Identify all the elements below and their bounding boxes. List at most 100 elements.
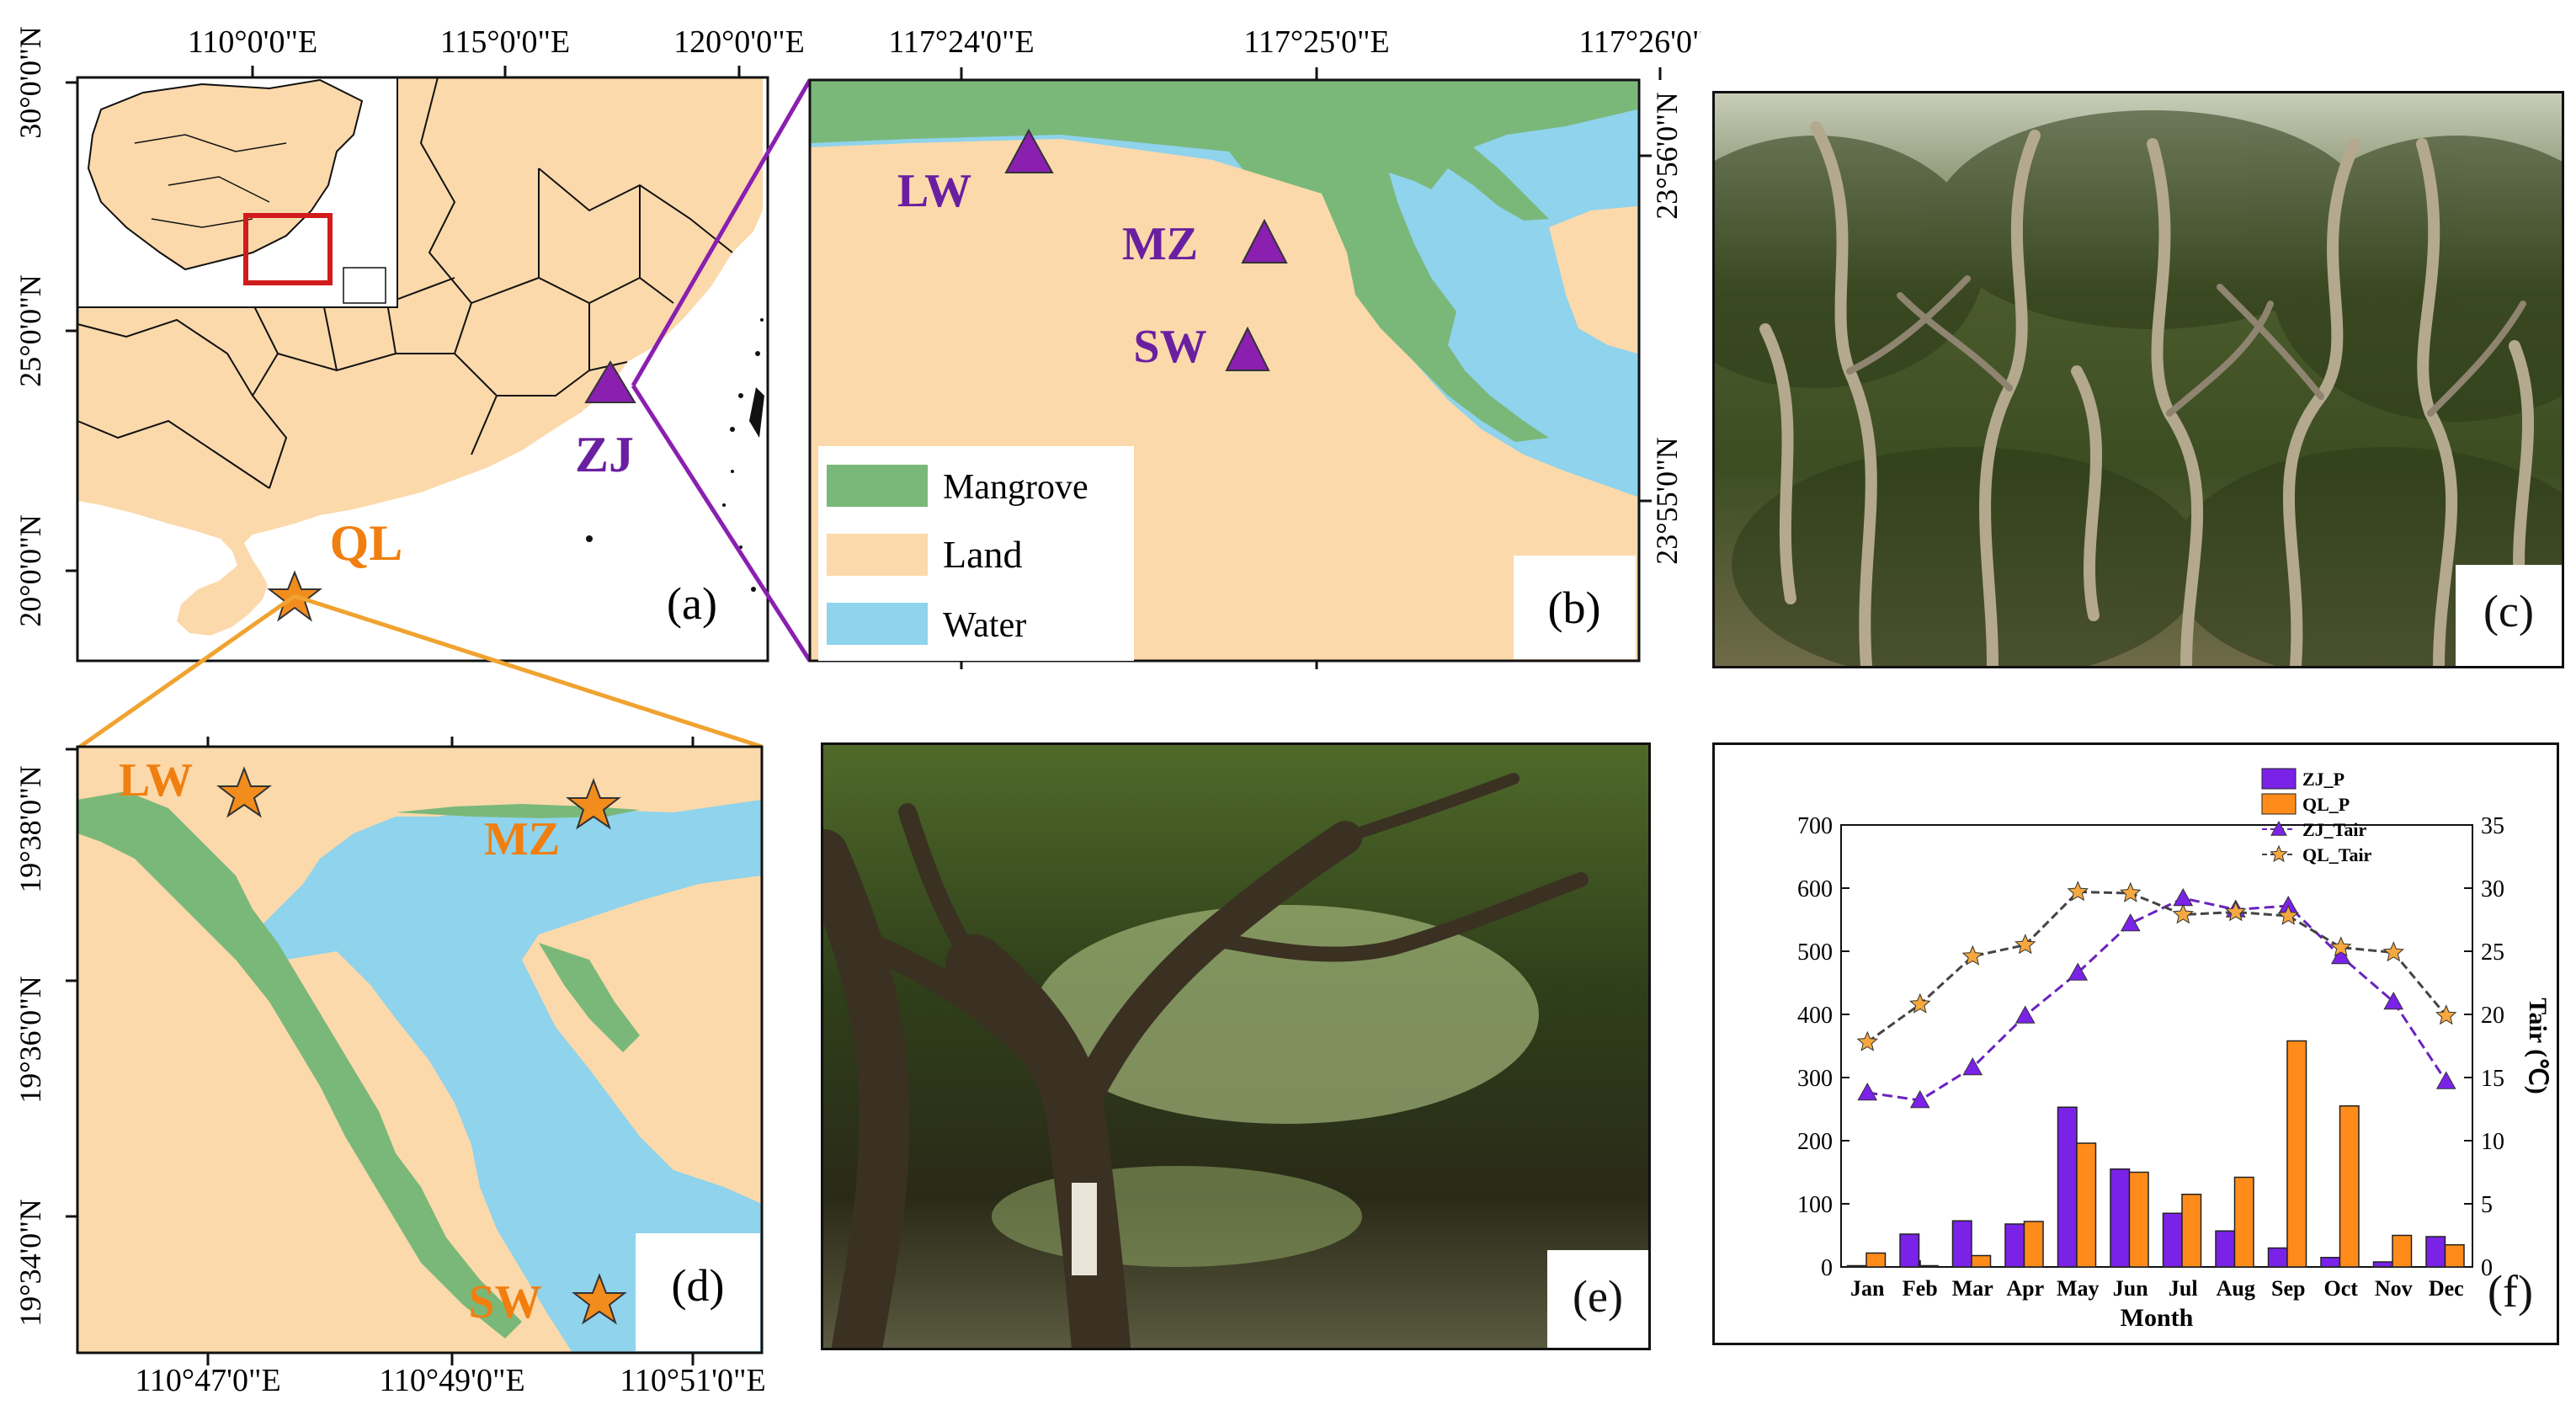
panel-a-map: 110°0'0"E 115°0'0"E 120°0'0"E 30°0'0"N 2… (0, 0, 808, 673)
panel-d-tick-left-1: 19°38'0"N (13, 765, 47, 893)
panel-b-ticks (960, 67, 1662, 669)
panel-b-tick-right-2: 23°55'0"N (1650, 437, 1684, 565)
panel-f-letter: (f) (2488, 1266, 2533, 1317)
point-ql-tair (2225, 901, 2247, 922)
bar-zj-p (1899, 1233, 1920, 1268)
point-ql-tair (2435, 1004, 2457, 1025)
y-left-tick-label: 500 (1797, 939, 1833, 966)
legend-label: ZJ_P (2302, 769, 2344, 790)
site-ql-label: QL (330, 515, 403, 571)
bar-ql-p (1865, 1252, 1887, 1268)
x-tick-label: Sep (2271, 1276, 2305, 1301)
bar-zj-p (2372, 1261, 2393, 1268)
point-zj-tair (2014, 1005, 2036, 1024)
panel-b-letter: (b) (1548, 583, 1601, 633)
panel-d-ticks (66, 737, 695, 1365)
bar-ql-p (2076, 1142, 2097, 1268)
x-tick-label: Feb (1903, 1276, 1938, 1301)
point-zj-tair (1962, 1056, 1983, 1076)
point-ql-tair (2277, 904, 2299, 925)
bar-ql-p (2181, 1194, 2202, 1268)
panel-d-mangrove-west (77, 791, 522, 1338)
bar-zj-p (2215, 1230, 2236, 1268)
site-zj-triangle-marker (584, 360, 636, 403)
x-tick-label: Aug (2217, 1276, 2255, 1301)
bar-zj-p (2057, 1106, 2078, 1268)
y-left-tick-label: 600 (1797, 876, 1833, 902)
site-lw-label: LW (897, 165, 971, 217)
panel-b-svg: 117°24'0"E 117°25'0"E 117°26'0"E 23°56'0… (808, 24, 1725, 669)
y-right-tick-label: 0 (2481, 1255, 2493, 1281)
y-left-tick-label: 0 (1821, 1255, 1833, 1281)
panel-a-tick-top-1: 110°0'0"E (188, 24, 317, 60)
bar-zj-p (1951, 1220, 1972, 1268)
y-right-tick-label: 30 (2481, 876, 2504, 902)
legend-label-mangrove: Mangrove (943, 468, 1088, 507)
x-tick-label: Oct (2324, 1276, 2359, 1301)
bar-zj-p (2267, 1247, 2288, 1268)
y-right-axis-label: Tair (℃) (2524, 998, 2552, 1094)
site-lw-label-d: LW (119, 754, 193, 806)
point-zj-tair (2383, 991, 2404, 1010)
panel-b-tick-right-1: 23°56'0"N (1650, 92, 1684, 220)
panel-c-photo: (c) (1712, 91, 2564, 668)
x-tick-label: Mar (1952, 1276, 1993, 1301)
point-zj-tair (2173, 887, 2194, 907)
legend-swatch-land (827, 534, 928, 576)
site-zj-label: ZJ (575, 427, 634, 482)
panel-d-letter: (d) (672, 1260, 725, 1311)
bar-ql-p (2233, 1176, 2254, 1268)
point-zj-tair (1909, 1089, 1930, 1109)
site-mz-label-d: MZ (484, 813, 560, 865)
legend-label-water: Water (943, 606, 1026, 645)
legend-marker (2270, 820, 2287, 836)
y-right-tick-label: 5 (2481, 1192, 2493, 1218)
point-ql-tair (1856, 1030, 1878, 1051)
bar-zj-p (2004, 1223, 2025, 1268)
panel-a-tick-top-2: 115°0'0"E (440, 24, 570, 60)
tree-tag (1072, 1183, 1097, 1275)
bar-ql-p (2444, 1244, 2465, 1268)
legend-marker (2270, 844, 2288, 863)
panel-a-tick-left-2: 25°0'0"N (13, 274, 47, 387)
panel-a-tick-top-3: 120°0'0"E (673, 24, 805, 60)
site-mz-triangle-marker (1241, 218, 1288, 263)
panel-b-mangrove (810, 80, 1637, 442)
point-ql-tair (2172, 903, 2194, 924)
point-ql-tair (2382, 941, 2404, 962)
site-sw-triangle-marker (1225, 326, 1270, 371)
line-ql-tair (1866, 890, 2447, 1044)
connector-zj-bottom (631, 384, 812, 663)
y-right-tick-label: 10 (2481, 1129, 2504, 1155)
y-left-tick-label: 700 (1797, 813, 1833, 839)
x-tick-label: Jun (2113, 1276, 2148, 1301)
panel-a-top-ticks (251, 66, 741, 77)
panel-a-islands (586, 318, 764, 592)
legend-swatch-mangrove (827, 465, 928, 507)
bar-zj-p (2320, 1257, 2341, 1268)
x-tick-label: Jan (1850, 1276, 1885, 1301)
inset-highlight-box (243, 213, 333, 285)
panel-d-mangrove-north (396, 804, 640, 818)
mangrove-tree-photo-e (823, 773, 1648, 1348)
panel-a-svg: 110°0'0"E 115°0'0"E 120°0'0"E 30°0'0"N 2… (13, 24, 805, 663)
panel-b-tick-top-3: 117°26'0"E (1578, 24, 1700, 60)
panel-e-photo: (e) (821, 742, 1651, 1350)
bar-ql-p (1971, 1254, 1992, 1268)
panel-d-tick-bottom-1: 110°47'0"E (135, 1363, 280, 1398)
y-left-tick-label: 400 (1797, 1003, 1833, 1029)
point-ql-tair (2014, 934, 2036, 955)
panel-a-left-ticks (66, 81, 77, 572)
connector-zj-top (631, 78, 812, 387)
bar-ql-p (1918, 1264, 1939, 1268)
panel-b-land-east (1549, 206, 1637, 354)
site-mz-star-marker (566, 778, 621, 830)
y-left-tick-label: 300 (1797, 1066, 1833, 1092)
y-left-tick-label: 200 (1797, 1129, 1833, 1155)
connector-ql-left (78, 593, 296, 749)
bar-ql-p (2023, 1221, 2044, 1268)
panel-a-tick-left-3: 20°0'0"N (13, 514, 47, 627)
bar-zj-p (1846, 1264, 1867, 1268)
panel-b-tick-top-2: 117°25'0"E (1243, 24, 1389, 60)
